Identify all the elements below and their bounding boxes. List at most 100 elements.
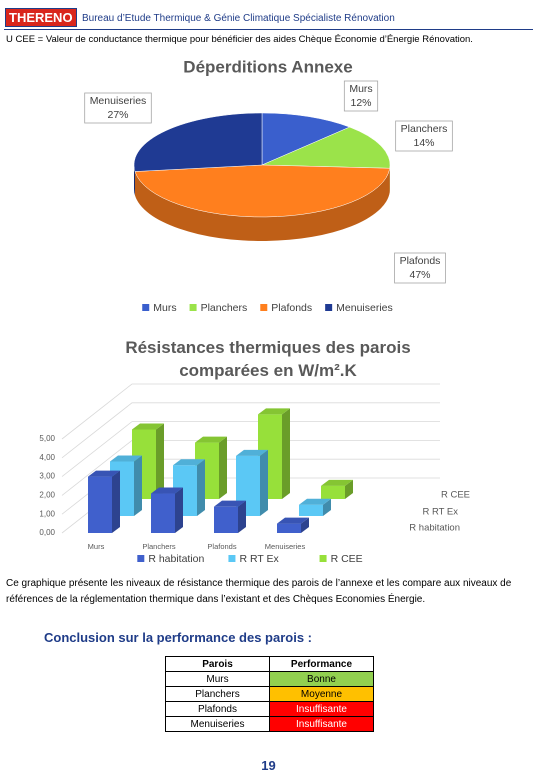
legend-label: Planchers xyxy=(201,302,248,314)
bar-side xyxy=(156,423,164,499)
legend-label: R RT Ex xyxy=(239,553,279,565)
cell: Bonne xyxy=(269,671,374,687)
note: U CEE = Valeur de conductance thermique … xyxy=(6,34,473,45)
slice xyxy=(134,164,391,218)
logo: THERENO xyxy=(5,8,77,27)
charts: Déperditions Annexe Murs 12% Planchers 14% P… xyxy=(39,57,470,565)
bar-top xyxy=(110,455,142,462)
slice-value: 27% xyxy=(107,109,128,121)
slice-label: Murs xyxy=(349,83,372,95)
bar-front xyxy=(321,485,345,499)
x-tick-label: Plafonds xyxy=(207,542,236,551)
legend-label: Plafonds xyxy=(271,302,312,314)
slice-label: Planchers xyxy=(401,123,448,135)
bar-side xyxy=(238,500,246,533)
bar-top xyxy=(214,500,246,507)
x-tick-label: Planchers xyxy=(142,542,176,551)
slice xyxy=(261,112,351,166)
label-box xyxy=(395,120,453,152)
y-tick-label: 2,00 xyxy=(39,491,55,500)
y-tick-label: 0,00 xyxy=(39,528,55,537)
grid-line xyxy=(61,421,440,477)
bar-side xyxy=(301,517,309,533)
bar-top xyxy=(321,479,353,486)
bar-top xyxy=(236,449,268,456)
legend-swatch xyxy=(137,555,145,562)
y-tick-label: 5,00 xyxy=(39,434,55,443)
bar-front xyxy=(88,476,112,533)
bar-top xyxy=(195,436,227,443)
bar-side xyxy=(345,479,353,499)
bar-side xyxy=(134,455,142,516)
slice-side xyxy=(134,165,136,196)
bar-front xyxy=(277,523,301,533)
conclusion-title: Conclusion sur la performance des parois… xyxy=(44,630,313,645)
slice-value: 47% xyxy=(409,269,430,281)
bar-top xyxy=(277,517,309,524)
y-tick-label: 4,00 xyxy=(39,453,55,462)
cell: Planchers xyxy=(165,686,270,702)
x-tick-label: Menuiseries xyxy=(265,542,306,551)
legend-swatch xyxy=(260,304,268,311)
slice xyxy=(133,112,263,172)
bar-top xyxy=(258,408,290,415)
legend-label: R CEE xyxy=(331,553,363,565)
cell: Insuffisante xyxy=(269,716,374,732)
legend-swatch xyxy=(189,304,197,311)
grid-line xyxy=(61,402,440,459)
bar-side xyxy=(260,449,268,516)
bar-side xyxy=(175,487,183,533)
y-tick-label: 1,00 xyxy=(39,509,55,518)
legend-swatch xyxy=(142,304,150,311)
bar-title: Résistances thermiques des parois compar… xyxy=(125,338,411,380)
page-number: 19 xyxy=(261,758,276,773)
header-rule xyxy=(4,29,533,30)
bar-top xyxy=(173,459,205,466)
bar-side xyxy=(112,470,120,533)
cell: Plafonds xyxy=(165,701,270,717)
bar-front xyxy=(214,506,238,533)
legend-swatch xyxy=(228,555,236,562)
slice-value: 12% xyxy=(350,97,371,109)
legend-label: Murs xyxy=(153,302,176,314)
slice-label: Menuiseries xyxy=(90,95,147,107)
series-depth-label: R RT Ex xyxy=(422,507,458,518)
legend-label: Menuiseries xyxy=(336,302,393,314)
bar-top xyxy=(151,487,183,494)
tagline: Bureau d’Etude Thermique & Génie Climati… xyxy=(82,13,395,24)
y-tick-label: 3,00 xyxy=(39,472,55,481)
cell: Moyenne xyxy=(269,686,374,702)
bar-side xyxy=(323,498,331,516)
legend-swatch xyxy=(319,555,327,562)
performance-table: Parois Performance Murs Bonne Planchers Moy… xyxy=(165,656,374,732)
slice xyxy=(261,126,391,169)
x-tick-label: Murs xyxy=(88,542,105,551)
bar-front xyxy=(151,493,175,533)
cell: Murs xyxy=(165,671,270,687)
bar-front xyxy=(299,504,323,516)
label-box xyxy=(394,252,446,284)
bar-side xyxy=(219,436,227,499)
label-box xyxy=(343,80,379,112)
legend-swatch xyxy=(325,304,333,311)
grid-line xyxy=(61,383,440,440)
series-depth-label: R habitation xyxy=(409,523,460,534)
pie-title: Déperditions Annexe xyxy=(183,57,352,76)
bar-side xyxy=(197,459,205,516)
col-header: Parois xyxy=(165,656,270,672)
bar-side xyxy=(282,408,290,499)
bar-top xyxy=(88,470,120,477)
bar-top xyxy=(299,498,331,505)
slice-side xyxy=(135,168,390,242)
bar-top xyxy=(132,423,164,430)
col-header: Performance xyxy=(269,656,374,672)
label-box xyxy=(84,92,152,124)
cell: Insuffisante xyxy=(269,701,374,717)
series-depth-label: R CEE xyxy=(441,490,470,501)
slice-label: Plafonds xyxy=(400,255,441,267)
legend-label: R habitation xyxy=(148,553,204,565)
description: Ce graphique présente les niveaux de rés… xyxy=(6,578,512,605)
cell: Menuiseries xyxy=(165,716,270,732)
slice-value: 14% xyxy=(413,137,434,149)
